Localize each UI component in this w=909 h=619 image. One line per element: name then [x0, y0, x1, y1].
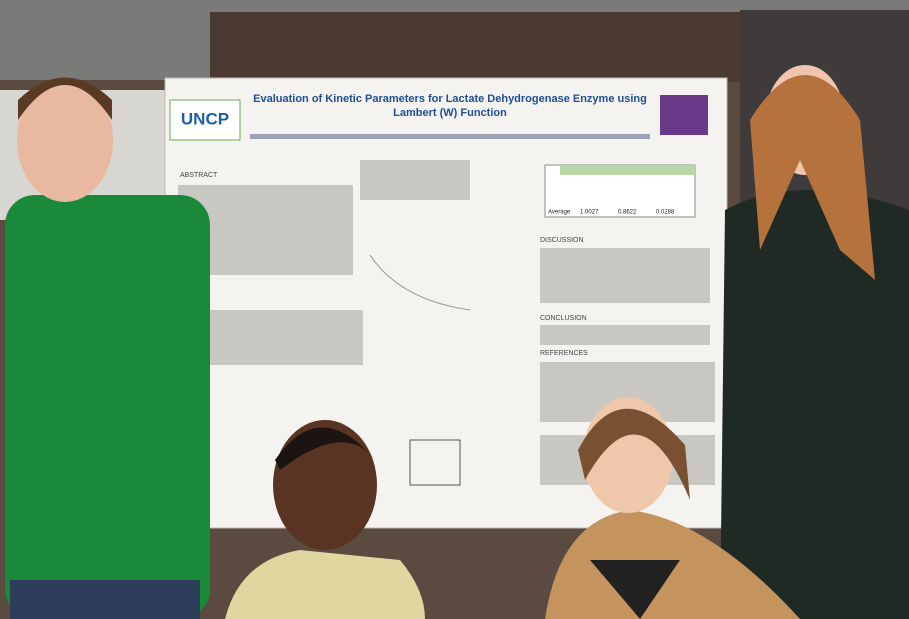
table-header — [560, 165, 695, 175]
graph-curve — [369, 254, 471, 311]
person-bottom-right — [545, 397, 800, 619]
table-row: Average 1.0027 0.8622 0.0288 — [548, 210, 675, 216]
section-heading: ABSTRACT — [180, 172, 218, 179]
person-bottom-left — [225, 420, 425, 619]
section-heading: CONCLUSION — [540, 315, 587, 322]
person-right — [720, 65, 909, 619]
person-left — [5, 77, 210, 619]
title-box: Evaluation of Kinetic Parameters for Lac… — [253, 93, 647, 119]
poster-title: Evaluation of Kinetic Parameters for Lac… — [253, 93, 647, 119]
cell: 0.0288 — [656, 210, 675, 216]
cell: 1.0027 — [580, 210, 599, 216]
section-heading: DISCUSSION — [540, 237, 584, 244]
diagram — [409, 439, 461, 486]
logo: UNCP — [181, 109, 229, 128]
section-heading: REFERENCES — [540, 350, 588, 357]
cell: Average — [548, 210, 571, 216]
wall-panel — [210, 12, 750, 82]
logo-box — [169, 99, 241, 141]
authors-line — [250, 134, 650, 139]
cell: 0.8622 — [618, 210, 637, 216]
logo-right — [660, 95, 708, 135]
